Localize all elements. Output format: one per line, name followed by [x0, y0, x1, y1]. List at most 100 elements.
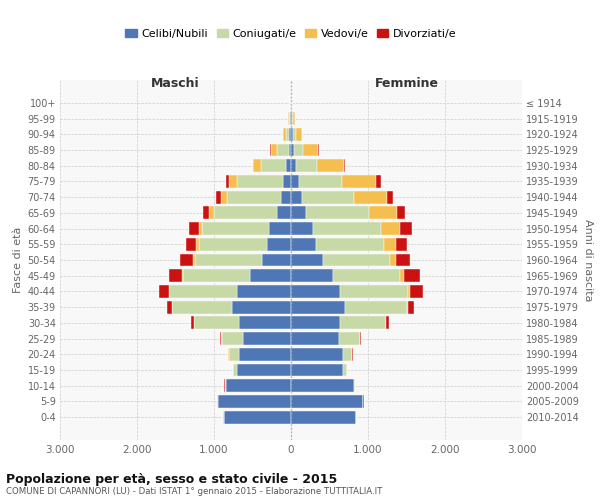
Bar — [188, 222, 199, 235]
Bar — [293, 128, 296, 140]
Bar — [199, 222, 202, 235]
Bar — [239, 348, 291, 361]
Bar — [293, 112, 295, 125]
Bar — [316, 238, 384, 250]
Bar — [292, 112, 293, 125]
Bar — [217, 395, 218, 408]
Bar — [214, 206, 277, 220]
Bar — [291, 128, 293, 140]
Bar — [387, 190, 394, 203]
Bar — [199, 238, 267, 250]
Bar — [362, 395, 363, 408]
Bar — [290, 112, 291, 125]
Bar — [169, 270, 182, 282]
Bar — [305, 206, 369, 220]
Bar — [289, 144, 291, 156]
Bar — [291, 222, 313, 235]
Bar — [299, 175, 342, 188]
Bar — [313, 222, 381, 235]
Bar — [281, 190, 291, 203]
Bar — [291, 300, 345, 314]
Bar — [291, 175, 299, 188]
Bar — [183, 270, 250, 282]
Bar — [237, 175, 283, 188]
Bar — [404, 270, 419, 282]
Bar — [233, 364, 237, 376]
Bar — [386, 316, 389, 330]
Text: Popolazione per età, sesso e stato civile - 2015: Popolazione per età, sesso e stato civil… — [6, 472, 337, 486]
Bar — [203, 206, 209, 220]
Text: Femmine: Femmine — [374, 77, 439, 90]
Bar — [269, 222, 291, 235]
Bar — [397, 254, 410, 266]
Bar — [339, 332, 359, 345]
Bar — [302, 190, 354, 203]
Bar — [344, 159, 345, 172]
Bar — [196, 238, 199, 250]
Bar — [239, 316, 291, 330]
Bar — [169, 285, 237, 298]
Bar — [381, 222, 400, 235]
Bar — [291, 332, 339, 345]
Bar — [286, 128, 289, 140]
Bar — [291, 316, 340, 330]
Bar — [291, 238, 316, 250]
Bar — [225, 380, 226, 392]
Bar — [291, 395, 362, 408]
Bar — [408, 285, 410, 298]
Bar — [289, 112, 290, 125]
Bar — [158, 285, 169, 298]
Bar — [296, 128, 302, 140]
Bar — [271, 144, 277, 156]
Bar — [303, 144, 319, 156]
Text: Maschi: Maschi — [151, 77, 200, 90]
Bar — [345, 300, 407, 314]
Bar — [218, 395, 291, 408]
Bar — [232, 300, 291, 314]
Bar — [291, 112, 292, 125]
Bar — [226, 380, 291, 392]
Bar — [354, 190, 387, 203]
Bar — [369, 206, 397, 220]
Bar — [389, 254, 397, 266]
Bar — [286, 159, 291, 172]
Bar — [291, 206, 305, 220]
Bar — [277, 206, 291, 220]
Bar — [289, 128, 291, 140]
Bar — [291, 348, 343, 361]
Bar — [291, 190, 302, 203]
Y-axis label: Anni di nascita: Anni di nascita — [583, 219, 593, 301]
Bar — [384, 238, 396, 250]
Bar — [186, 238, 196, 250]
Bar — [220, 332, 221, 345]
Bar — [250, 270, 291, 282]
Bar — [191, 316, 194, 330]
Y-axis label: Fasce di età: Fasce di età — [13, 227, 23, 293]
Bar — [291, 144, 293, 156]
Bar — [209, 206, 214, 220]
Bar — [291, 159, 296, 172]
Bar — [261, 159, 286, 172]
Bar — [407, 300, 409, 314]
Bar — [228, 348, 229, 361]
Bar — [267, 238, 291, 250]
Bar — [237, 285, 291, 298]
Bar — [221, 190, 227, 203]
Bar — [194, 316, 239, 330]
Bar — [243, 332, 291, 345]
Bar — [229, 175, 237, 188]
Bar — [342, 175, 376, 188]
Bar — [270, 144, 271, 156]
Bar — [343, 364, 347, 376]
Bar — [224, 410, 291, 424]
Bar — [291, 285, 340, 298]
Bar — [215, 190, 221, 203]
Bar — [343, 348, 352, 361]
Bar — [396, 238, 407, 250]
Text: COMUNE DI CAPANNORI (LU) - Dati ISTAT 1° gennaio 2015 - Elaborazione TUTTITALIA.: COMUNE DI CAPANNORI (LU) - Dati ISTAT 1°… — [6, 488, 382, 496]
Bar — [334, 270, 400, 282]
Bar — [283, 128, 286, 140]
Bar — [195, 254, 262, 266]
Bar — [400, 270, 404, 282]
Bar — [400, 222, 412, 235]
